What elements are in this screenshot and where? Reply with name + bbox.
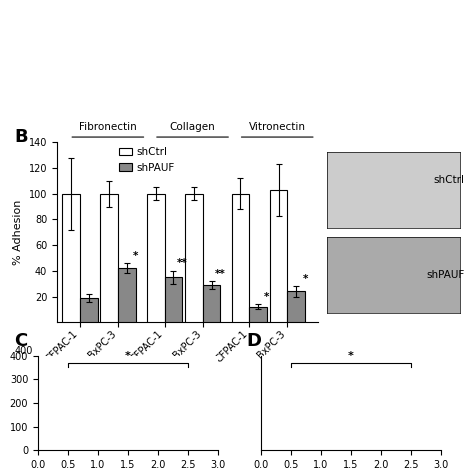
Text: **: ** xyxy=(177,258,188,268)
Text: Fibronectin: Fibronectin xyxy=(79,122,137,132)
Text: *: * xyxy=(348,351,354,361)
Text: Collagen: Collagen xyxy=(170,122,215,132)
Bar xyxy=(203,285,220,322)
Y-axis label: % Adhesion: % Adhesion xyxy=(13,200,23,265)
Bar xyxy=(164,277,182,322)
Text: D: D xyxy=(246,332,262,350)
Bar xyxy=(185,194,203,322)
Text: *: * xyxy=(264,292,270,302)
Bar xyxy=(80,298,98,322)
Text: *: * xyxy=(125,351,131,361)
Bar xyxy=(118,268,136,322)
Text: *: * xyxy=(133,251,138,261)
Text: Vitronectin: Vitronectin xyxy=(249,122,306,132)
Bar xyxy=(100,194,118,322)
Text: **: ** xyxy=(215,269,226,279)
Text: shCtrl: shCtrl xyxy=(434,175,465,185)
Text: B: B xyxy=(14,128,28,146)
Text: C: C xyxy=(14,332,27,350)
Bar xyxy=(147,194,164,322)
Legend: shCtrl, shPAUF: shCtrl, shPAUF xyxy=(119,147,174,173)
Bar xyxy=(270,190,287,322)
Text: shPAUF: shPAUF xyxy=(426,270,465,280)
Text: 400: 400 xyxy=(14,346,33,356)
Bar xyxy=(287,292,305,322)
Bar xyxy=(249,307,267,322)
Bar xyxy=(62,194,80,322)
Bar xyxy=(232,194,249,322)
Text: *: * xyxy=(302,273,308,284)
